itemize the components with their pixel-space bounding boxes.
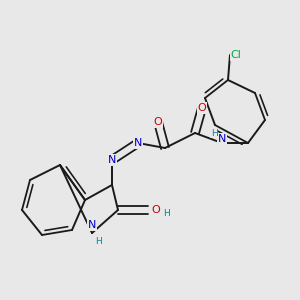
- Text: O: O: [152, 205, 160, 215]
- Text: N: N: [88, 220, 96, 230]
- Text: H: H: [94, 236, 101, 245]
- Text: N: N: [218, 134, 226, 144]
- Text: H: H: [211, 128, 218, 137]
- Text: H: H: [163, 209, 170, 218]
- Text: O: O: [198, 103, 206, 113]
- Text: Cl: Cl: [231, 50, 242, 60]
- Text: N: N: [134, 138, 142, 148]
- Text: O: O: [154, 117, 162, 127]
- Text: N: N: [108, 155, 116, 165]
